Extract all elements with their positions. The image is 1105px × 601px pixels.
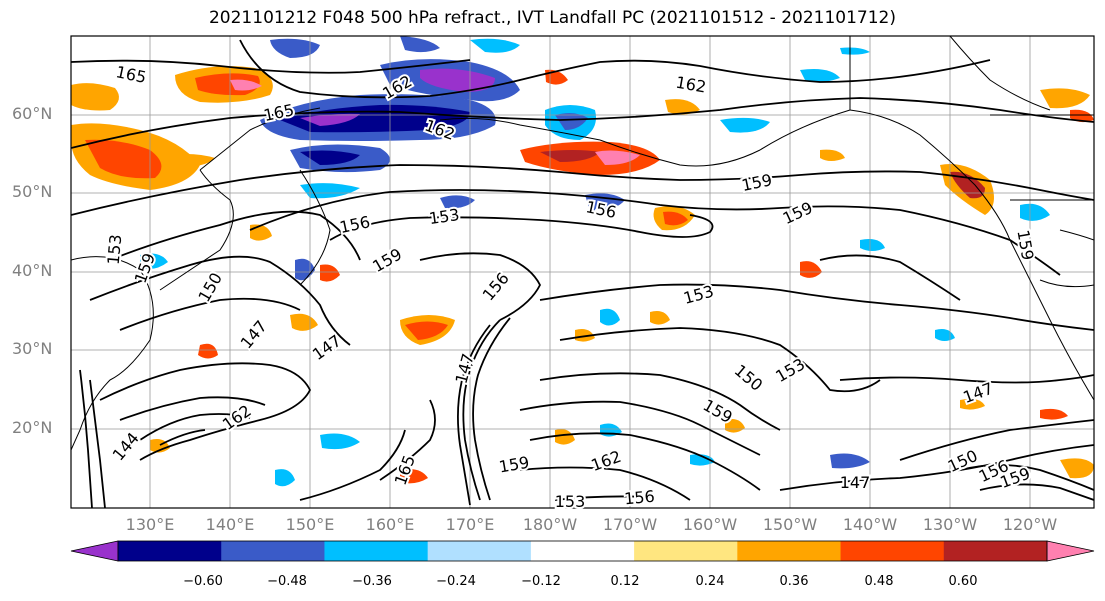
colorbar-segment <box>118 541 222 561</box>
contour-label-halo: 153 <box>555 492 586 511</box>
colorbar-segment <box>324 541 429 561</box>
lon-label-140w: 140°W <box>842 515 898 534</box>
lon-label-130e: 130°E <box>125 515 175 534</box>
colorbar-tick: −0.12 <box>521 574 561 589</box>
lon-label-120w: 120°W <box>1002 515 1058 534</box>
contour-label: 153 <box>428 205 461 228</box>
lat-label-20n: 20°N <box>12 418 53 437</box>
colorbar-segment <box>840 541 945 561</box>
lon-label-130w: 130°W <box>922 515 978 534</box>
contour-label: 153 <box>555 492 586 511</box>
colorbar-segment <box>634 541 738 561</box>
lon-label-160w: 160°W <box>682 515 738 534</box>
colorbar-high-extension <box>1046 540 1095 562</box>
contour-label: 153 <box>104 233 126 265</box>
colorbar-segment <box>737 541 842 561</box>
colorbar-segment <box>221 541 325 561</box>
colorbar-low-extension <box>70 540 119 562</box>
colorbar-tick: −0.60 <box>183 574 223 589</box>
colorbar-tick: −0.36 <box>352 574 392 589</box>
lon-label-140e: 140°E <box>205 515 255 534</box>
contour-label-halo: 147 <box>840 473 871 492</box>
lon-label-180w: 180°W <box>522 515 578 534</box>
colorbar-tick: 0.48 <box>864 574 894 589</box>
lon-label-170w: 170°W <box>602 515 658 534</box>
lon-label-170e: 170°E <box>445 515 495 534</box>
colorbar-tick: 0.24 <box>695 574 725 589</box>
lat-label-40n: 40°N <box>12 261 53 280</box>
colorbar-segment <box>530 541 635 561</box>
lat-label-30n: 30°N <box>12 339 53 358</box>
plot-title: 2021101212 F048 500 hPa refract., IVT La… <box>208 8 896 28</box>
colorbar-tick: −0.24 <box>436 574 476 589</box>
contour-label: 156 <box>623 487 655 509</box>
colorbar-tick: 0.60 <box>948 574 978 589</box>
lon-label-150e: 150°E <box>285 515 335 534</box>
lon-label-150w: 150°W <box>762 515 818 534</box>
colorbar-segment <box>427 541 532 561</box>
height-contours <box>71 39 1094 508</box>
lat-label-50n: 50°N <box>12 182 53 201</box>
graticule <box>71 36 1094 508</box>
lon-label-160e: 160°E <box>365 515 415 534</box>
contour-label: 147 <box>840 473 871 492</box>
lat-label-60n: 60°N <box>12 104 53 123</box>
contour-label-halo: 156 <box>623 487 655 509</box>
colorbar-segment <box>943 541 1048 561</box>
colorbar-tick: −0.48 <box>267 574 307 589</box>
colorbar <box>70 540 1095 562</box>
colorbar-tick: 0.36 <box>779 574 809 589</box>
colorbar-tick: 0.12 <box>610 574 640 589</box>
map-border <box>70 35 1095 509</box>
